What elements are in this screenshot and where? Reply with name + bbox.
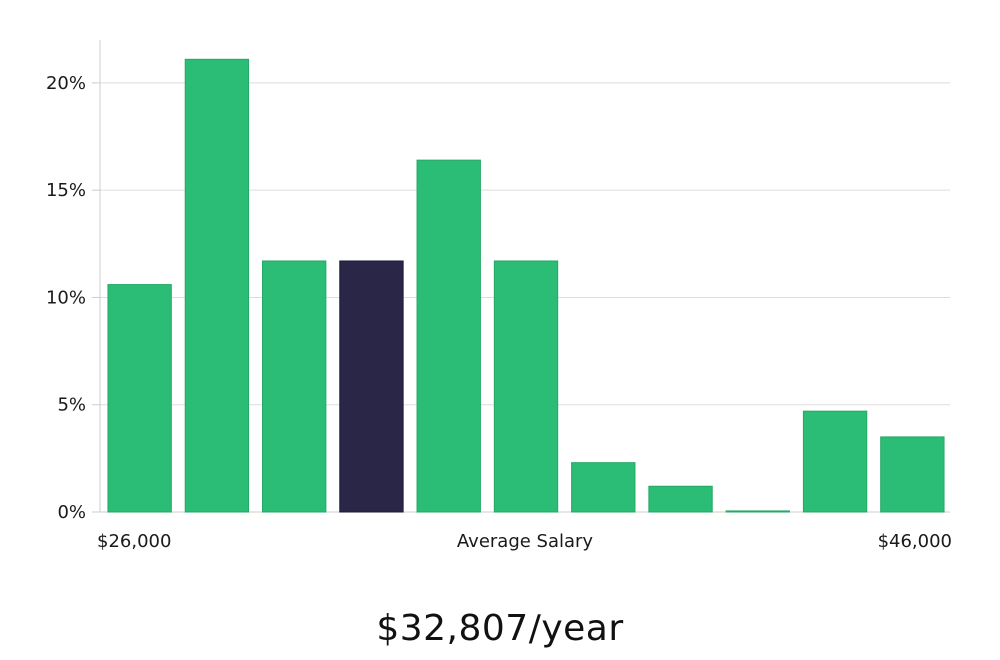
x-axis-title: Average Salary — [457, 531, 594, 552]
bar-highlighted — [339, 260, 404, 513]
bar — [648, 485, 713, 513]
bar — [571, 462, 636, 513]
average-salary-caption: $32,807/year — [376, 608, 624, 649]
y-tick-label: 0% — [57, 502, 86, 523]
bar — [107, 284, 172, 513]
y-tick-label: 20% — [46, 73, 86, 94]
bar — [184, 58, 250, 513]
y-tick-label: 15% — [46, 180, 86, 201]
bar — [416, 159, 481, 513]
bar — [802, 410, 868, 513]
y-tick-label: 5% — [57, 395, 86, 416]
bar — [493, 260, 559, 513]
bar — [880, 436, 945, 513]
y-tick-label: 10% — [46, 287, 86, 308]
x-min-label: $26,000 — [97, 531, 171, 552]
bar — [725, 510, 790, 513]
x-max-label: $46,000 — [878, 531, 952, 552]
bar — [262, 260, 327, 513]
chart-canvas: 0% 5% 10% 15% 20% $26,000 Average Salary $46,00… — [46, 40, 952, 552]
